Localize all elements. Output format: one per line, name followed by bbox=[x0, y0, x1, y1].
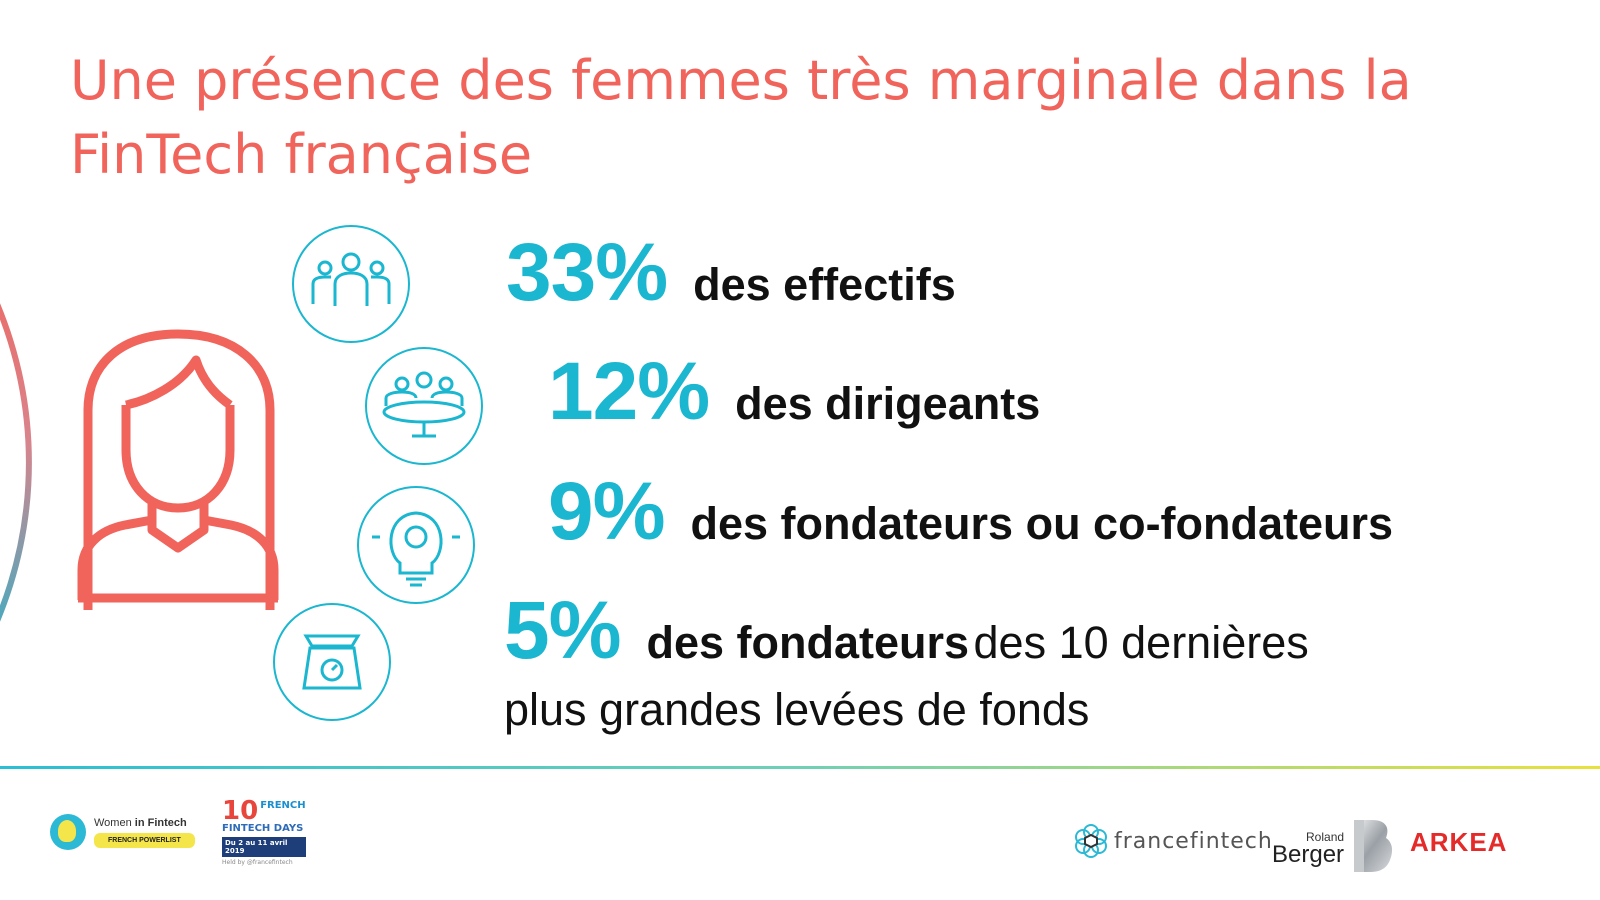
rb-big: Berger bbox=[1272, 841, 1345, 868]
ffd-dates: Du 2 au 11 avril 2019 bbox=[222, 837, 306, 857]
ffd-word2: FINTECH DAYS bbox=[222, 823, 304, 834]
francefintech-text: francefintech bbox=[1114, 828, 1273, 854]
women-in-fintech-icon bbox=[50, 814, 86, 850]
stat-percent: 9% bbox=[548, 466, 666, 557]
arkea-logo: ARKEA bbox=[1410, 827, 1508, 857]
francefintech-logo: francefintech bbox=[1074, 824, 1273, 858]
stat-employees: 33% des effectifs bbox=[506, 226, 956, 320]
footer-divider bbox=[0, 766, 1600, 769]
woman-avatar-icon bbox=[77, 329, 279, 610]
women-in-fintech-logo: Women in Fintech FRENCH POWERLIST bbox=[50, 814, 195, 850]
stat-executives: 12% des dirigeants bbox=[548, 345, 1040, 439]
stat-percent: 33% bbox=[506, 227, 668, 318]
stat-label: des dirigeants bbox=[735, 378, 1041, 429]
wif-tag: FRENCH POWERLIST bbox=[94, 832, 195, 848]
stat-label: des effectifs bbox=[693, 259, 956, 310]
ffd-small: Held by @francefintech bbox=[222, 859, 293, 866]
ffd-number: 10 bbox=[222, 796, 259, 826]
boardroom-icon bbox=[365, 347, 483, 465]
stat-label-bold: des fondateurs bbox=[646, 617, 970, 668]
page-title: Une présence des femmes très marginale d… bbox=[70, 44, 1570, 192]
scale-icon bbox=[273, 603, 391, 721]
stat-label-regular: des 10 dernières bbox=[973, 617, 1309, 668]
ffd-word1: FRENCH bbox=[260, 800, 306, 811]
stat-label-line2: plus grandes levées de fonds bbox=[504, 684, 1090, 735]
roland-berger-logo: Roland Berger bbox=[1272, 818, 1394, 874]
roland-berger-b-icon bbox=[1354, 820, 1393, 872]
lightbulb-gear-icon bbox=[357, 486, 475, 604]
stat-percent: 12% bbox=[548, 346, 710, 437]
illustration bbox=[0, 225, 483, 721]
wif-name-plain: Women bbox=[94, 816, 132, 829]
stat-label: des fondateurs ou co-fondateurs bbox=[690, 498, 1394, 549]
arc bbox=[0, 303, 32, 622]
stat-founders-top10: 5% des fondateurs des 10 dernières bbox=[504, 584, 1309, 678]
rb-small: Roland bbox=[1306, 830, 1345, 844]
wif-name-bold: in Fintech bbox=[134, 816, 187, 829]
title-line-2: FinTech française bbox=[70, 123, 533, 186]
team-icon bbox=[292, 225, 410, 343]
hexagon-flower-icon bbox=[1075, 824, 1107, 858]
stat-percent: 5% bbox=[504, 585, 622, 676]
title-line-1: Une présence des femmes très marginale d… bbox=[70, 49, 1412, 112]
stat-founders: 9% des fondateurs ou co-fondateurs bbox=[548, 465, 1393, 559]
french-fintech-days-logo: 10 FRENCH FINTECH DAYS Du 2 au 11 avril 2… bbox=[222, 796, 306, 866]
